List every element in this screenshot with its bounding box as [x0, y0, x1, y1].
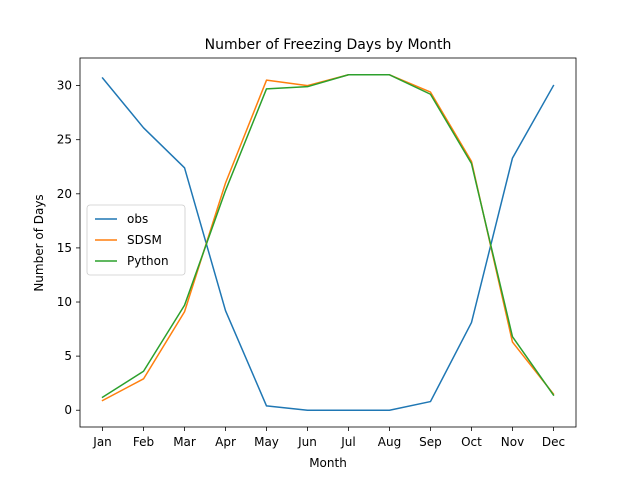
x-tick-label: Jul: [340, 435, 355, 449]
y-tick-label: 25: [57, 133, 72, 147]
x-axis-label: Month: [309, 456, 347, 470]
x-tick-label: Jun: [297, 435, 317, 449]
chart-title: Number of Freezing Days by Month: [205, 37, 452, 53]
y-tick-label: 0: [64, 403, 72, 417]
x-tick-label: May: [254, 435, 279, 449]
legend-label-sdsm: SDSM: [127, 233, 162, 247]
x-tick-label: Mar: [173, 435, 196, 449]
x-tick-label: Aug: [378, 435, 401, 449]
legend: obs SDSM Python: [86, 204, 186, 276]
legend-label-obs: obs: [127, 212, 148, 226]
x-tick-label: Dec: [542, 435, 565, 449]
x-tick-label: Apr: [215, 435, 236, 449]
x-tick-label: Jan: [92, 435, 112, 449]
y-tick-label: 5: [64, 349, 72, 363]
x-tick-label: Oct: [461, 435, 482, 449]
y-tick-label: 30: [57, 79, 72, 93]
series-line-python: [101, 74, 555, 399]
y-tick-label: 15: [57, 241, 72, 255]
y-tick-label: 10: [57, 295, 72, 309]
y-tick-label: 20: [57, 187, 72, 201]
x-tick-label: Sep: [419, 435, 442, 449]
legend-label-python: Python: [127, 254, 169, 268]
x-tick-label: Feb: [133, 435, 154, 449]
y-axis-label: Number of Days: [32, 194, 46, 291]
x-tick-label: Nov: [501, 435, 524, 449]
plot-area: Jan Feb Mar Apr May Jun Jul Aug Sep Oct Nov Dec 0 5 10…: [57, 57, 577, 449]
axes-frame: [79, 57, 577, 428]
series-line-obs: [101, 76, 555, 411]
legend-box: [86, 204, 186, 276]
